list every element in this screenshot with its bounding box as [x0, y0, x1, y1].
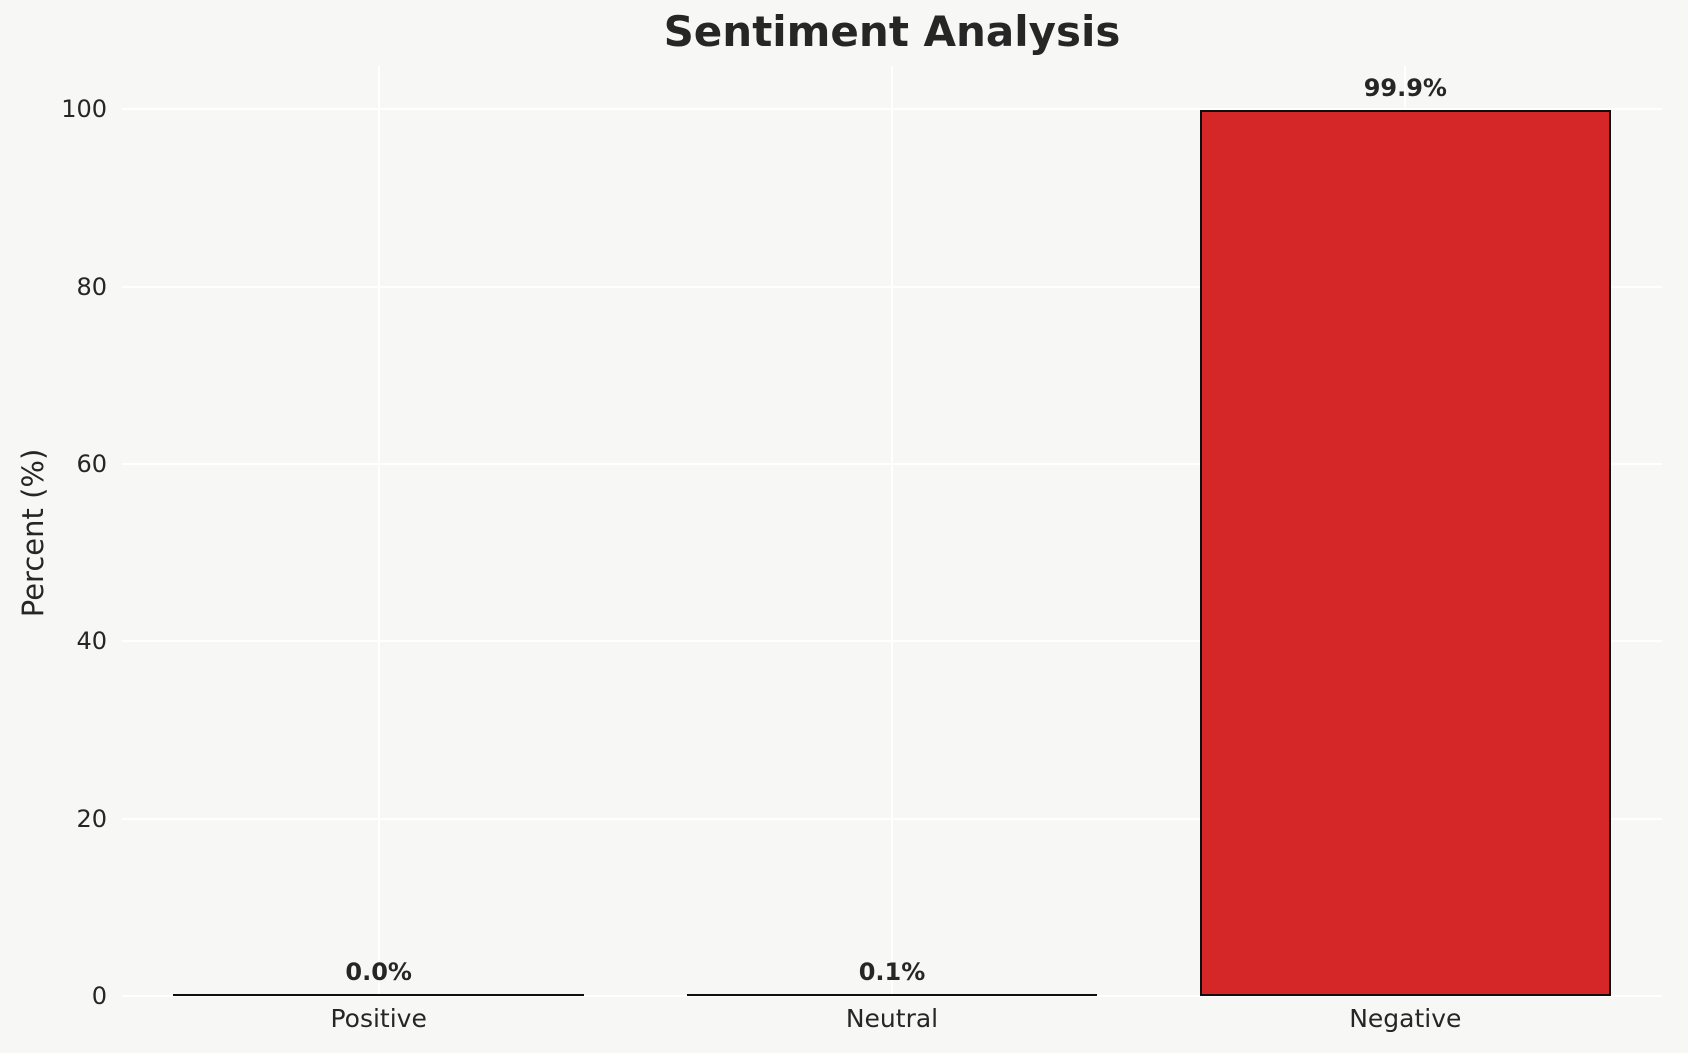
y-tick-label: 20	[76, 804, 107, 833]
x-tick-label-neutral: Neutral	[845, 1004, 939, 1033]
x-tick-label-positive: Positive	[330, 1004, 427, 1033]
y-tick-label: 80	[76, 272, 107, 301]
bar-slot-positive: 0.0% Positive	[122, 66, 635, 1033]
bar-slot-negative: 99.9% Negative	[1149, 66, 1662, 1033]
y-tick-label: 0	[91, 982, 107, 1010]
y-tick-label: 40	[76, 627, 107, 656]
y-tick-label: 100	[61, 95, 107, 124]
bar-positive	[173, 993, 584, 996]
bar-value-label: 0.0%	[345, 957, 412, 986]
vertical-gridline	[891, 66, 893, 996]
vertical-gridline	[377, 66, 380, 996]
bar-value-label: 99.9%	[1363, 74, 1447, 103]
x-tick-label-negative: Negative	[1349, 1004, 1462, 1033]
bar-value-label: 0.1%	[858, 957, 926, 986]
bar-neutral	[686, 993, 1098, 996]
horizontal-gridline	[122, 995, 1662, 997]
bar-slot-neutral: 0.1% Neutral	[635, 66, 1148, 1033]
y-tick-label: 60	[76, 450, 107, 479]
bar-negative	[1199, 110, 1611, 996]
chart-title: Sentiment Analysis	[663, 7, 1121, 56]
plot-area: 0.0% Positive 0.1% Neutral 99.9% Negative	[122, 66, 1662, 1033]
